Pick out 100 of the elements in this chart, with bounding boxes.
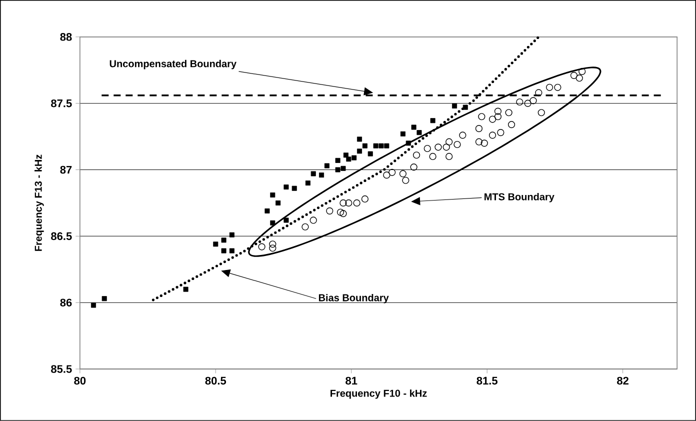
point	[446, 152, 453, 160]
x-tick-label: 82	[617, 376, 628, 385]
point	[570, 72, 578, 80]
point	[538, 109, 545, 116]
point	[340, 210, 347, 218]
point	[459, 132, 466, 139]
point	[361, 195, 368, 203]
x-tick-label: 81	[346, 376, 358, 385]
point	[576, 74, 583, 82]
point	[399, 170, 406, 178]
y-tick-label: 85.5	[51, 365, 72, 373]
point	[554, 84, 562, 91]
point	[310, 171, 316, 176]
point	[324, 163, 330, 168]
annotation: MTS Boundary	[484, 193, 554, 202]
point	[335, 167, 340, 172]
point	[336, 208, 344, 216]
point	[384, 143, 390, 148]
point	[340, 166, 346, 171]
point	[410, 164, 418, 171]
point	[516, 98, 524, 106]
point	[416, 130, 422, 136]
point	[221, 248, 226, 254]
point	[508, 121, 516, 128]
point	[335, 158, 340, 163]
point	[368, 151, 373, 156]
ref-line-label: Uncompensated Boundary	[110, 60, 236, 70]
point	[353, 199, 360, 207]
point	[578, 68, 586, 76]
point	[424, 144, 431, 152]
point	[346, 156, 352, 162]
point	[524, 100, 532, 107]
point	[343, 152, 348, 158]
point	[430, 118, 436, 124]
y-tick-label: 87	[60, 166, 72, 174]
point	[475, 138, 482, 146]
y-axis-title: Frequency F13 - kHz	[34, 154, 44, 251]
point	[340, 199, 347, 207]
point	[446, 138, 453, 146]
point	[411, 124, 416, 130]
point	[434, 144, 442, 151]
point	[429, 152, 436, 160]
point	[229, 232, 234, 238]
y-tick-label: 86	[60, 298, 72, 307]
point	[373, 143, 378, 148]
point	[494, 108, 502, 115]
point	[284, 218, 289, 223]
point	[310, 216, 317, 224]
point	[302, 223, 309, 230]
point	[319, 172, 324, 178]
y-tick-label: 88	[60, 33, 72, 41]
point	[276, 200, 281, 206]
point	[362, 143, 368, 148]
point	[90, 302, 96, 308]
point	[442, 144, 450, 151]
point	[462, 104, 468, 110]
point	[475, 125, 482, 132]
point	[454, 140, 461, 148]
point	[412, 152, 420, 159]
point	[357, 136, 362, 142]
point	[452, 104, 458, 109]
point	[378, 143, 384, 148]
annotation: Bias Boundary	[318, 294, 389, 304]
point	[292, 186, 297, 191]
point	[505, 109, 512, 116]
point	[400, 131, 406, 136]
point	[480, 140, 488, 147]
point	[546, 84, 554, 91]
point	[488, 116, 496, 123]
point	[488, 132, 496, 139]
point	[284, 184, 289, 190]
point	[269, 240, 276, 248]
point	[383, 172, 390, 179]
x-tick-label: 81.5	[476, 376, 498, 385]
point	[357, 148, 362, 154]
point	[402, 176, 410, 184]
point	[213, 242, 218, 247]
point	[183, 286, 188, 292]
point	[494, 113, 502, 120]
y-tick-label: 86.5	[51, 232, 72, 240]
point	[221, 238, 226, 243]
point	[530, 97, 537, 104]
point	[535, 89, 542, 96]
y-tick-label: 87.5	[51, 99, 72, 108]
point	[264, 208, 270, 214]
point	[305, 180, 310, 186]
point	[326, 207, 334, 215]
point	[102, 296, 107, 302]
point	[388, 168, 396, 176]
x-axis-title: Frequency F10 - kHz	[330, 390, 427, 399]
point	[270, 220, 276, 226]
point	[478, 113, 486, 120]
point	[345, 199, 352, 207]
x-tick-label: 80	[74, 376, 86, 385]
x-tick-label: 80.5	[205, 376, 226, 385]
point	[229, 248, 234, 254]
point	[497, 129, 504, 136]
point	[352, 155, 357, 160]
point	[270, 192, 276, 198]
point	[269, 244, 276, 252]
